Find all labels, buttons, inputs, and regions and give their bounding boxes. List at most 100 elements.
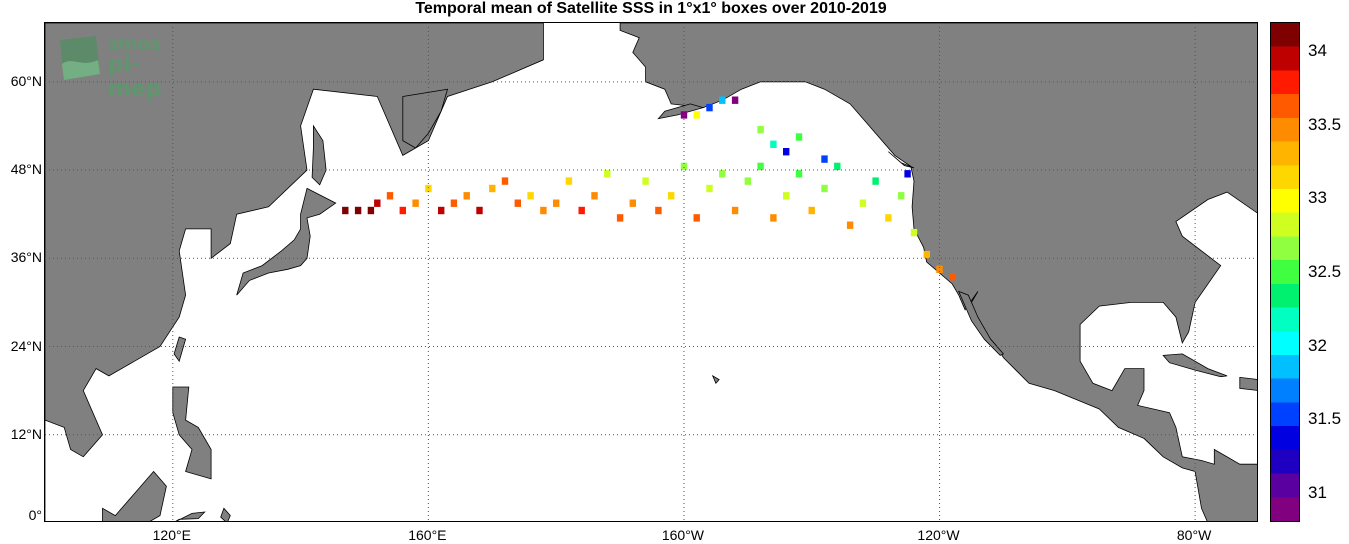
sss-cell xyxy=(668,192,675,200)
sss-cell xyxy=(795,170,803,178)
sss-cell xyxy=(578,206,585,215)
sss-cell xyxy=(616,214,624,222)
latitude-label: 48°N xyxy=(10,161,42,178)
sss-cell xyxy=(693,214,700,222)
sss-cell xyxy=(342,206,349,215)
longitude-label: 80°W xyxy=(1176,527,1212,543)
longitude-label: 160°E xyxy=(408,527,447,543)
vancouver-island-land xyxy=(888,151,915,169)
sss-cell xyxy=(591,192,598,200)
sss-cell xyxy=(629,199,636,207)
sss-cell xyxy=(731,96,739,104)
sss-cell xyxy=(374,199,381,207)
sss-cell xyxy=(783,148,790,156)
sss-cell xyxy=(949,273,956,281)
sss-cell xyxy=(795,133,803,141)
logo-text-smos: smos xyxy=(108,34,161,55)
sss-cell xyxy=(527,192,534,200)
colorbar-tick-label: 32.5 xyxy=(1308,262,1342,281)
sss-cell xyxy=(783,192,790,200)
sss-cell xyxy=(719,170,726,178)
newguinea-land xyxy=(220,507,231,521)
sss-cell xyxy=(872,177,879,185)
sss-cells xyxy=(342,96,956,281)
map-canvas xyxy=(45,23,1257,521)
sss-cell xyxy=(910,228,918,237)
sss-cell xyxy=(501,177,509,185)
land-masses xyxy=(45,23,1257,521)
sss-cell xyxy=(655,206,662,215)
longitude-label: 120°W xyxy=(917,527,960,543)
map-title: Temporal mean of Satellite SSS in 1°x1° … xyxy=(415,0,887,17)
sss-cell xyxy=(731,206,739,215)
sss-cell xyxy=(553,199,560,207)
sss-cell xyxy=(514,199,521,207)
sss-cell xyxy=(719,96,726,104)
sss-cell xyxy=(476,206,483,215)
sss-cell xyxy=(412,199,419,207)
latitude-label: 12°N xyxy=(10,425,42,442)
sss-cell xyxy=(757,162,764,171)
philippines-land xyxy=(172,386,212,480)
sss-cell xyxy=(386,192,394,200)
sss-cell xyxy=(489,184,496,193)
borneo-land xyxy=(102,470,167,521)
sss-cell xyxy=(425,184,432,193)
colorbar-tick-label: 33.5 xyxy=(1308,114,1342,134)
logo-mark-icon xyxy=(60,36,100,80)
sss-cell xyxy=(904,170,911,178)
colorbar-tick-label: 34 xyxy=(1308,41,1327,61)
sakhalin-land xyxy=(311,124,327,186)
latitude-label: 0° xyxy=(28,507,42,523)
baja-land xyxy=(957,290,1005,356)
latitude-label: 60°N xyxy=(10,72,42,89)
taiwan-land xyxy=(173,336,187,363)
logo-text-pi-mep: pi-mep xyxy=(108,52,162,102)
sss-cell xyxy=(399,206,406,215)
hispaniola-land xyxy=(1239,376,1257,391)
smos-pi-mep-logo: smos pi-mep xyxy=(56,34,176,102)
latitude-label: 24°N xyxy=(10,337,42,354)
longitude-label: 160°W xyxy=(661,527,705,543)
japan-land xyxy=(236,187,337,296)
colorbar xyxy=(1270,22,1300,522)
sss-cell xyxy=(367,206,375,215)
kamchatka-land xyxy=(402,88,449,149)
sss-cell xyxy=(706,184,713,193)
sss-cell xyxy=(744,177,751,185)
sss-cell xyxy=(642,177,649,185)
sss-cell xyxy=(770,140,777,148)
sss-cell xyxy=(354,206,362,215)
sss-cell xyxy=(770,214,777,222)
sss-cell xyxy=(821,184,828,193)
sss-cell xyxy=(859,199,867,207)
colorbar-tick-label: 32 xyxy=(1308,335,1327,355)
sss-cell xyxy=(821,155,828,163)
colorbar-tick-label: 33 xyxy=(1308,188,1327,208)
cuba-land xyxy=(1162,353,1228,378)
sss-cell xyxy=(450,199,458,207)
graticule xyxy=(45,23,1257,521)
sss-cell xyxy=(693,111,700,119)
sss-cell xyxy=(834,162,841,171)
map-frame xyxy=(44,22,1258,522)
asia-land xyxy=(45,23,544,521)
sss-cell xyxy=(706,103,713,112)
sulawesi-land xyxy=(175,511,206,521)
sss-cell xyxy=(604,170,611,178)
sss-cell xyxy=(808,206,815,215)
sss-cell xyxy=(923,250,930,259)
sss-cell xyxy=(898,192,905,200)
sss-cell xyxy=(463,192,470,200)
sss-cell xyxy=(680,162,688,171)
sss-cell xyxy=(757,125,764,134)
colorbar-tick-label: 31 xyxy=(1308,482,1327,502)
hawaii-land xyxy=(711,374,720,385)
sss-cell xyxy=(680,111,688,119)
colorbar-tick-label: 31.5 xyxy=(1308,409,1342,429)
longitude-label: 120°E xyxy=(152,527,191,543)
sss-cell xyxy=(846,221,854,229)
sss-cell xyxy=(540,206,547,215)
sss-cell xyxy=(885,214,892,222)
sss-cell xyxy=(438,206,445,215)
